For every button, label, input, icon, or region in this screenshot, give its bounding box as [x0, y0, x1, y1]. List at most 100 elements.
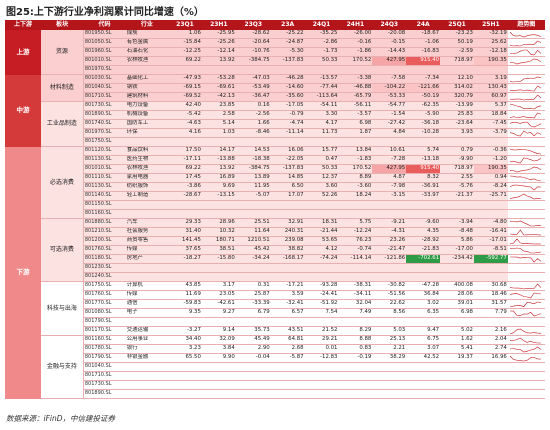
value-cell [201, 137, 236, 147]
value-cell: 190.35 [473, 56, 508, 66]
table-row: 801960.SL 石油石化 -12.25 -12.14 -10.76 -5.30 -1.7… [5, 47, 545, 57]
value-cell: 130.43 [473, 83, 508, 93]
value-cell: -53.28 [201, 74, 236, 84]
value-cell: 13.92 [201, 164, 236, 174]
value-cell [304, 272, 339, 282]
industry-name: 家用电器 [125, 173, 169, 183]
value-cell: 38.29 [372, 353, 407, 363]
table-row: 801170.SL 交通运输 -3.27 9.14 35.73 43.51 21.52 8.2… [5, 326, 545, 336]
value-cell [235, 209, 271, 219]
value-cell: -121.86 [372, 254, 407, 264]
industry-code: 801200.SL [83, 236, 126, 246]
value-cell: 6.79 [235, 308, 271, 318]
industry-code: 801760.SL [83, 290, 126, 300]
trend-sparkline [507, 344, 545, 354]
value-cell [406, 209, 441, 219]
industry-code: 801180.SL [83, 254, 126, 264]
value-cell: -46.88 [338, 83, 373, 93]
value-cell [440, 263, 474, 273]
value-cell: -65.79 [338, 92, 373, 102]
industry-name: 食品饮料 [125, 146, 169, 156]
value-cell: -113.64 [304, 92, 339, 102]
stream-group-label: 上游 [5, 30, 41, 75]
value-cell: 2.04 [473, 335, 508, 345]
industry-name: 房地产 [125, 254, 169, 264]
value-cell: 6.57 [270, 308, 305, 318]
value-cell [235, 65, 271, 75]
value-cell: 1.66 [235, 119, 271, 129]
trend-sparkline [507, 30, 545, 39]
value-cell: -13.15 [201, 191, 236, 201]
value-cell [473, 362, 508, 372]
industry-name: 石油石化 [125, 47, 169, 57]
trend-sparkline [507, 56, 545, 66]
industry-name [125, 209, 169, 219]
value-cell [473, 317, 508, 327]
value-cell: -24.87 [270, 38, 305, 48]
value-cell: 5.37 [473, 101, 508, 111]
value-cell [304, 317, 339, 327]
value-cell: 29.21 [304, 335, 339, 345]
value-cell: 12.37 [304, 173, 339, 183]
value-cell: -21.47 [372, 245, 407, 255]
value-cell: -14.43 [372, 47, 407, 57]
trend-sparkline [507, 173, 545, 183]
value-cell: -32.41 [270, 299, 305, 309]
value-cell [235, 371, 271, 381]
value-cell: 50.19 [440, 38, 474, 48]
value-cell: 9.27 [201, 308, 236, 318]
value-cell: 16.96 [473, 353, 508, 363]
value-cell: -51.56 [372, 290, 407, 300]
value-cell: 50.33 [304, 56, 339, 66]
value-cell: -18.27 [168, 254, 202, 264]
header-cell: 趋势图 [507, 20, 545, 30]
industry-code: 801140.SL [83, 191, 126, 201]
header-cell: 25H1 [473, 20, 508, 30]
value-cell: -12.25 [168, 47, 202, 57]
value-cell [372, 380, 407, 390]
value-cell: -4.31 [372, 227, 407, 237]
value-cell: 4.35 [406, 227, 441, 237]
value-cell: -1.06 [406, 38, 441, 48]
value-cell: -34.11 [338, 290, 373, 300]
value-cell: -17.11 [168, 155, 202, 165]
value-cell: 2.74 [473, 344, 508, 354]
value-cell [201, 272, 236, 282]
table-row: 801140.SL 轻工制造 -28.67 -13.15 -5.07 17.07 52.26… [5, 191, 545, 201]
value-cell: 427.95 [372, 56, 407, 66]
value-cell: -0.15 [372, 38, 407, 48]
value-cell: 0.47 [304, 155, 339, 165]
value-cell [270, 317, 305, 327]
industry-code: 801750.SL [83, 281, 126, 291]
value-cell: -8.51 [473, 245, 508, 255]
value-cell: -23.23 [440, 30, 474, 39]
value-cell: 239.08 [270, 236, 305, 246]
value-cell: 3.19 [473, 74, 508, 84]
industry-code: 801970.SL [83, 65, 126, 75]
value-cell: 1.03 [201, 128, 236, 138]
table-row: 801970.SL 环保 4.16 1.03 -8.46 -11.14 11.73 1.87 4… [5, 128, 545, 138]
value-cell: 2.90 [235, 344, 271, 354]
value-cell: -8.46 [235, 128, 271, 138]
value-cell: -15.84 [168, 38, 202, 48]
industry-name: 电子 [125, 308, 169, 318]
value-cell: -0.74 [338, 245, 373, 255]
header-cell: 23Q1 [168, 20, 202, 30]
table-row: 801130.SL 医药生物 -17.11 -13.88 -18.38 -22.05 0.4… [5, 155, 545, 165]
value-cell: -21.83 [406, 245, 441, 255]
value-cell: -5.07 [235, 191, 271, 201]
value-cell: 18.31 [304, 218, 339, 228]
value-cell: -23.64 [440, 119, 474, 129]
value-cell: 915.40 [406, 56, 441, 66]
value-cell: -11.14 [270, 128, 305, 138]
industry-code: 801040.SL [83, 362, 126, 372]
value-cell: -12.83 [304, 353, 339, 363]
value-cell: 9.69 [201, 182, 236, 192]
industry-name [125, 137, 169, 147]
value-cell: -8.24 [473, 182, 508, 192]
table-row: 801970.SL [5, 65, 545, 75]
value-cell: 64.81 [270, 335, 305, 345]
trend-sparkline [507, 200, 545, 210]
value-cell: -137.83 [270, 56, 305, 66]
value-cell [235, 272, 271, 282]
